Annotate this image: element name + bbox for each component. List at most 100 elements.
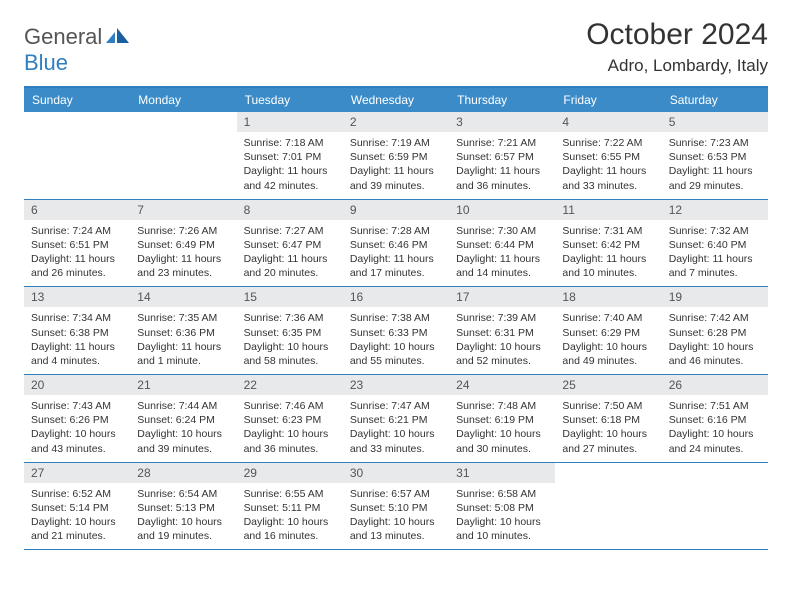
day-body: Sunrise: 7:47 AMSunset: 6:21 PMDaylight:… [343, 395, 449, 462]
calendar-body: 1Sunrise: 7:18 AMSunset: 7:01 PMDaylight… [24, 112, 768, 550]
sunrise-text: Sunrise: 7:44 AM [137, 399, 229, 413]
day-body: Sunrise: 7:34 AMSunset: 6:38 PMDaylight:… [24, 307, 130, 374]
day-body: Sunrise: 7:51 AMSunset: 6:16 PMDaylight:… [662, 395, 768, 462]
daylight-text: Daylight: 11 hours and 26 minutes. [31, 252, 123, 280]
day-cell: 12Sunrise: 7:32 AMSunset: 6:40 PMDayligh… [662, 200, 768, 287]
daylight-text: Daylight: 11 hours and 23 minutes. [137, 252, 229, 280]
day-number: 19 [662, 287, 768, 307]
sunrise-text: Sunrise: 7:50 AM [562, 399, 654, 413]
sunset-text: Sunset: 6:21 PM [350, 413, 442, 427]
day-cell: 18Sunrise: 7:40 AMSunset: 6:29 PMDayligh… [555, 287, 661, 374]
sunrise-text: Sunrise: 7:19 AM [350, 136, 442, 150]
sunrise-text: Sunrise: 7:28 AM [350, 224, 442, 238]
weekday-friday: Friday [555, 88, 661, 112]
daylight-text: Daylight: 11 hours and 39 minutes. [350, 164, 442, 192]
day-cell [662, 463, 768, 550]
sunset-text: Sunset: 6:16 PM [669, 413, 761, 427]
sunrise-text: Sunrise: 6:55 AM [244, 487, 336, 501]
calendar: Sunday Monday Tuesday Wednesday Thursday… [24, 86, 768, 550]
day-body: Sunrise: 7:28 AMSunset: 6:46 PMDaylight:… [343, 220, 449, 287]
daylight-text: Daylight: 11 hours and 1 minute. [137, 340, 229, 368]
daylight-text: Daylight: 10 hours and 30 minutes. [456, 427, 548, 455]
daylight-text: Daylight: 10 hours and 27 minutes. [562, 427, 654, 455]
sunset-text: Sunset: 5:14 PM [31, 501, 123, 515]
day-number: 28 [130, 463, 236, 483]
sunrise-text: Sunrise: 7:38 AM [350, 311, 442, 325]
day-cell: 11Sunrise: 7:31 AMSunset: 6:42 PMDayligh… [555, 200, 661, 287]
day-cell: 13Sunrise: 7:34 AMSunset: 6:38 PMDayligh… [24, 287, 130, 374]
day-body: Sunrise: 7:19 AMSunset: 6:59 PMDaylight:… [343, 132, 449, 199]
day-body: Sunrise: 7:21 AMSunset: 6:57 PMDaylight:… [449, 132, 555, 199]
day-cell: 20Sunrise: 7:43 AMSunset: 6:26 PMDayligh… [24, 375, 130, 462]
sunset-text: Sunset: 6:38 PM [31, 326, 123, 340]
logo: GeneralBlue [24, 18, 130, 76]
sunrise-text: Sunrise: 7:31 AM [562, 224, 654, 238]
sunrise-text: Sunrise: 7:32 AM [669, 224, 761, 238]
day-body: Sunrise: 7:36 AMSunset: 6:35 PMDaylight:… [237, 307, 343, 374]
weekday-saturday: Saturday [662, 88, 768, 112]
sunrise-text: Sunrise: 7:30 AM [456, 224, 548, 238]
day-cell: 31Sunrise: 6:58 AMSunset: 5:08 PMDayligh… [449, 463, 555, 550]
day-cell: 5Sunrise: 7:23 AMSunset: 6:53 PMDaylight… [662, 112, 768, 199]
day-cell [130, 112, 236, 199]
sunrise-text: Sunrise: 6:54 AM [137, 487, 229, 501]
location: Adro, Lombardy, Italy [586, 56, 768, 76]
daylight-text: Daylight: 10 hours and 19 minutes. [137, 515, 229, 543]
day-body: Sunrise: 7:50 AMSunset: 6:18 PMDaylight:… [555, 395, 661, 462]
sunset-text: Sunset: 6:47 PM [244, 238, 336, 252]
day-cell: 17Sunrise: 7:39 AMSunset: 6:31 PMDayligh… [449, 287, 555, 374]
daylight-text: Daylight: 10 hours and 58 minutes. [244, 340, 336, 368]
day-body: Sunrise: 7:35 AMSunset: 6:36 PMDaylight:… [130, 307, 236, 374]
day-body: Sunrise: 7:46 AMSunset: 6:23 PMDaylight:… [237, 395, 343, 462]
day-number: 27 [24, 463, 130, 483]
daylight-text: Daylight: 10 hours and 43 minutes. [31, 427, 123, 455]
day-cell: 24Sunrise: 7:48 AMSunset: 6:19 PMDayligh… [449, 375, 555, 462]
day-body: Sunrise: 7:39 AMSunset: 6:31 PMDaylight:… [449, 307, 555, 374]
sunrise-text: Sunrise: 7:27 AM [244, 224, 336, 238]
month-title: October 2024 [586, 18, 768, 52]
daylight-text: Daylight: 10 hours and 16 minutes. [244, 515, 336, 543]
sunset-text: Sunset: 6:33 PM [350, 326, 442, 340]
day-body: Sunrise: 7:48 AMSunset: 6:19 PMDaylight:… [449, 395, 555, 462]
daylight-text: Daylight: 11 hours and 17 minutes. [350, 252, 442, 280]
day-body: Sunrise: 7:24 AMSunset: 6:51 PMDaylight:… [24, 220, 130, 287]
day-number: 26 [662, 375, 768, 395]
day-number: 29 [237, 463, 343, 483]
day-number: 16 [343, 287, 449, 307]
day-number: 22 [237, 375, 343, 395]
sunset-text: Sunset: 6:57 PM [456, 150, 548, 164]
sunset-text: Sunset: 6:49 PM [137, 238, 229, 252]
week-row: 20Sunrise: 7:43 AMSunset: 6:26 PMDayligh… [24, 375, 768, 463]
sunset-text: Sunset: 6:23 PM [244, 413, 336, 427]
day-number: 15 [237, 287, 343, 307]
sunset-text: Sunset: 6:46 PM [350, 238, 442, 252]
day-number: 6 [24, 200, 130, 220]
day-cell: 7Sunrise: 7:26 AMSunset: 6:49 PMDaylight… [130, 200, 236, 287]
daylight-text: Daylight: 11 hours and 7 minutes. [669, 252, 761, 280]
sunset-text: Sunset: 5:10 PM [350, 501, 442, 515]
day-body: Sunrise: 6:58 AMSunset: 5:08 PMDaylight:… [449, 483, 555, 550]
day-number: 11 [555, 200, 661, 220]
day-cell: 9Sunrise: 7:28 AMSunset: 6:46 PMDaylight… [343, 200, 449, 287]
sunrise-text: Sunrise: 6:57 AM [350, 487, 442, 501]
day-number: 3 [449, 112, 555, 132]
sunrise-text: Sunrise: 7:34 AM [31, 311, 123, 325]
day-cell: 1Sunrise: 7:18 AMSunset: 7:01 PMDaylight… [237, 112, 343, 199]
daylight-text: Daylight: 11 hours and 10 minutes. [562, 252, 654, 280]
sunset-text: Sunset: 6:24 PM [137, 413, 229, 427]
sunrise-text: Sunrise: 7:39 AM [456, 311, 548, 325]
weekday-tuesday: Tuesday [237, 88, 343, 112]
day-cell: 23Sunrise: 7:47 AMSunset: 6:21 PMDayligh… [343, 375, 449, 462]
day-number: 31 [449, 463, 555, 483]
day-number: 24 [449, 375, 555, 395]
sunset-text: Sunset: 6:59 PM [350, 150, 442, 164]
weekday-wednesday: Wednesday [343, 88, 449, 112]
day-body: Sunrise: 7:43 AMSunset: 6:26 PMDaylight:… [24, 395, 130, 462]
week-row: 6Sunrise: 7:24 AMSunset: 6:51 PMDaylight… [24, 200, 768, 288]
day-cell: 10Sunrise: 7:30 AMSunset: 6:44 PMDayligh… [449, 200, 555, 287]
day-number: 12 [662, 200, 768, 220]
sunrise-text: Sunrise: 6:58 AM [456, 487, 548, 501]
day-body: Sunrise: 7:18 AMSunset: 7:01 PMDaylight:… [237, 132, 343, 199]
day-body: Sunrise: 7:42 AMSunset: 6:28 PMDaylight:… [662, 307, 768, 374]
weekday-thursday: Thursday [449, 88, 555, 112]
